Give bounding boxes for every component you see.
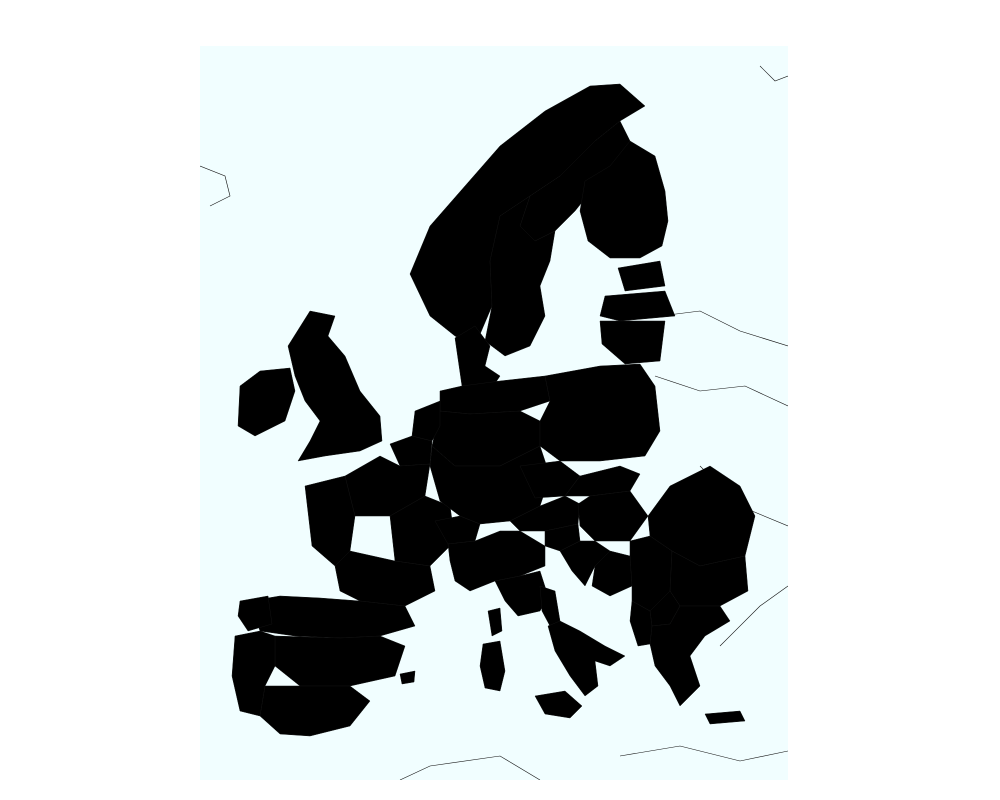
region-romania	[647, 465, 756, 567]
region-latvia	[599, 290, 676, 322]
region-spain-north	[249, 595, 416, 639]
region-cyprus	[399, 670, 416, 685]
region-crete	[704, 710, 746, 725]
region-albania	[629, 600, 653, 647]
colorbar-gradient	[838, 46, 873, 780]
region-italy-south	[547, 620, 626, 697]
region-spain-south	[259, 685, 371, 737]
region-estonia	[617, 260, 666, 292]
region-lithuania	[599, 320, 666, 365]
region-poland	[539, 363, 661, 462]
region-ireland	[237, 367, 296, 437]
region-finland	[579, 140, 669, 259]
region-portugal	[231, 630, 276, 717]
region-galicia	[237, 595, 273, 632]
region-netherlands	[411, 400, 441, 442]
region-greece	[649, 605, 731, 707]
region-italy-north	[447, 530, 546, 592]
region-belgium	[389, 435, 433, 467]
map-area	[200, 46, 788, 780]
colorbar	[838, 46, 873, 780]
country-borders	[200, 65, 788, 780]
region-sicily	[534, 690, 583, 719]
region-spain-central	[274, 635, 406, 687]
region-sardinia	[479, 640, 506, 692]
region-france-south	[334, 550, 436, 607]
region-switzerland	[434, 515, 481, 545]
region-france-north	[344, 455, 431, 517]
region-hungary	[577, 490, 649, 542]
region-great-britain	[287, 310, 383, 462]
region-sweden-south	[484, 195, 556, 357]
region-corsica	[487, 607, 503, 637]
